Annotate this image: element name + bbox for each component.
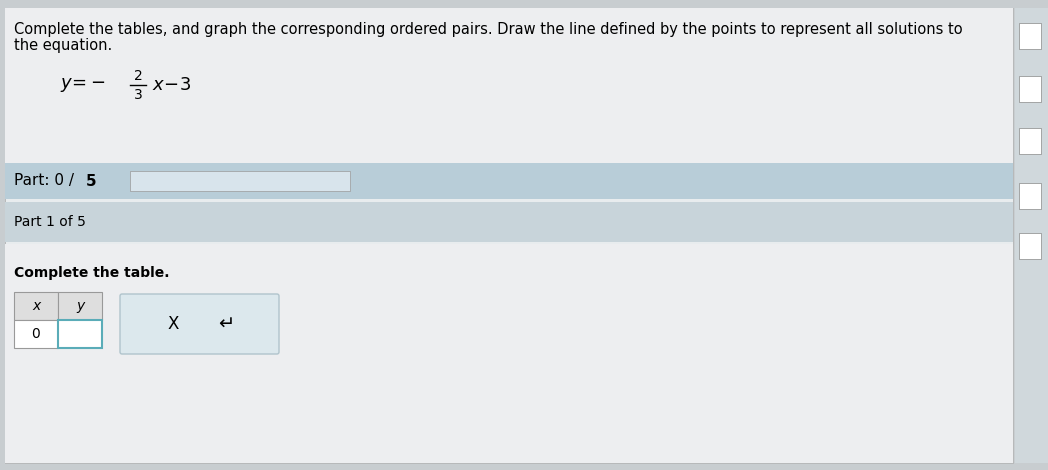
Bar <box>130 171 350 191</box>
Text: 5: 5 <box>86 173 96 188</box>
Text: Complete the tables, and graph the corresponding ordered pairs. Draw the line de: Complete the tables, and graph the corre… <box>14 22 963 37</box>
FancyBboxPatch shape <box>121 294 279 354</box>
Bar <box>1019 76 1041 102</box>
Bar <box>1019 183 1041 209</box>
Bar <box>58 292 102 320</box>
Bar <box>5 8 1013 163</box>
Text: 3: 3 <box>134 88 143 102</box>
Bar <box>5 202 1013 242</box>
Text: 2: 2 <box>134 69 143 83</box>
Text: y: y <box>75 299 84 313</box>
Text: X: X <box>168 315 179 333</box>
Bar <box>1016 8 1048 463</box>
Bar <box>1019 128 1041 154</box>
Text: $y\!=\!-$: $y\!=\!-$ <box>60 76 106 94</box>
Bar <box>14 320 58 348</box>
Bar <box>5 163 1013 199</box>
Bar <box>1019 233 1041 259</box>
Bar <box>5 244 1013 463</box>
Text: $x\!-\!3$: $x\!-\!3$ <box>152 76 192 94</box>
Text: the equation.: the equation. <box>14 38 112 53</box>
Bar <box>58 320 102 348</box>
Text: Complete the table.: Complete the table. <box>14 266 170 280</box>
Text: Part 1 of 5: Part 1 of 5 <box>14 215 86 229</box>
Bar <box>1019 23 1041 49</box>
Text: 0: 0 <box>31 327 41 341</box>
Text: x: x <box>31 299 40 313</box>
Text: ↵: ↵ <box>218 314 234 334</box>
Bar <box>14 292 58 320</box>
Text: Part: 0 /: Part: 0 / <box>14 173 79 188</box>
